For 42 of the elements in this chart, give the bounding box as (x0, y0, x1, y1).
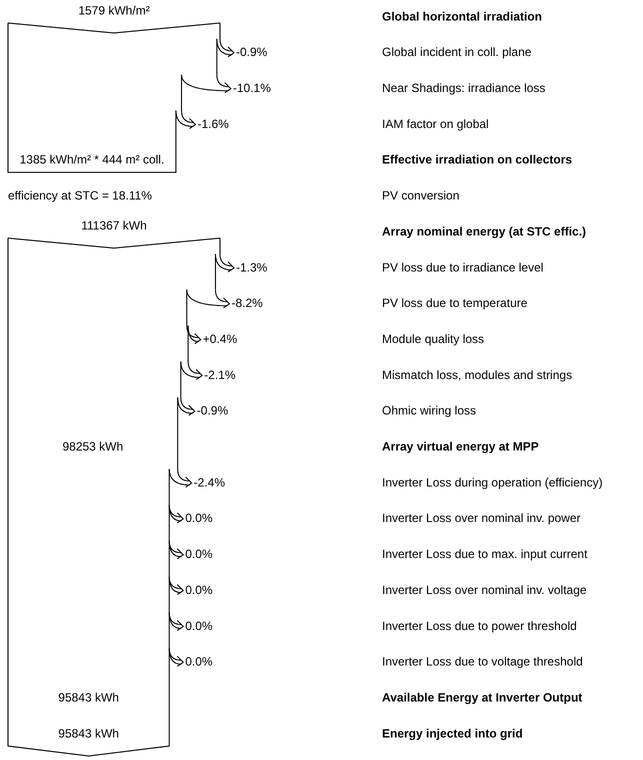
data-label: 0.0% (185, 511, 213, 526)
category-label: PV loss due to irradiance level (382, 260, 544, 274)
category-label: Inverter Loss during operation (efficiency) (382, 475, 603, 490)
text: efficiency at STC = 18.11% (8, 188, 152, 203)
data-label: 1579 kWh/m² (78, 3, 150, 18)
category-label: Inverter Loss due to power threshold (382, 618, 577, 633)
category-label: Near Shadings: irradiance loss (382, 81, 546, 96)
data-label: -10.1% (232, 81, 272, 96)
category-label: Inverter Loss due to max. input current (382, 547, 588, 562)
data-label: -0.9% (196, 404, 228, 418)
data-label: -8.2% (231, 296, 264, 310)
data-label: -1.3% (236, 260, 268, 274)
data-label: 95843 kWh (58, 690, 119, 704)
data-label: 0.0% (185, 547, 213, 562)
category-label: Effective irradiation on collectors (382, 152, 572, 167)
data-label: 98253 kWh (62, 440, 124, 454)
data-label: 0.0% (185, 582, 213, 597)
category-label: Energy injected into grid (382, 726, 523, 740)
data-label: 1385 kWh/m² * 444 m² coll. (20, 152, 164, 167)
category-label: Mismatch loss, modules and strings (382, 368, 572, 382)
category-label: PV conversion (382, 188, 460, 203)
category-label: PV loss due to temperature (382, 296, 528, 310)
data-label: 0.0% (185, 618, 213, 633)
category-label: Array nominal energy (at STC effic.) (382, 224, 586, 238)
category-label: Array virtual energy at MPP (382, 440, 539, 454)
data-label: 95843 kWh (58, 726, 119, 740)
category-label: Inverter Loss due to voltage threshold (382, 654, 583, 669)
category-label: Inverter Loss over nominal inv. voltage (382, 582, 587, 597)
category-label: Available Energy at Inverter Output (382, 690, 582, 704)
category-label: Inverter Loss over nominal inv. power (382, 511, 581, 526)
data-label: +0.4% (202, 332, 238, 346)
data-label: -0.9% (236, 45, 268, 60)
category-label: Ohmic wiring loss (382, 404, 476, 418)
data-label: 111367 kWh (81, 218, 147, 232)
data-label: -2.4% (194, 475, 226, 490)
category-label: Global incident in coll. plane (382, 45, 532, 60)
category-label: IAM factor on global (382, 116, 489, 131)
data-label: -1.6% (198, 116, 230, 131)
category-label: Module quality loss (382, 332, 484, 346)
data-label: 0.0% (185, 654, 213, 669)
category-label: Global horizontal irradiation (382, 9, 542, 24)
data-label: -2.1% (204, 368, 236, 382)
